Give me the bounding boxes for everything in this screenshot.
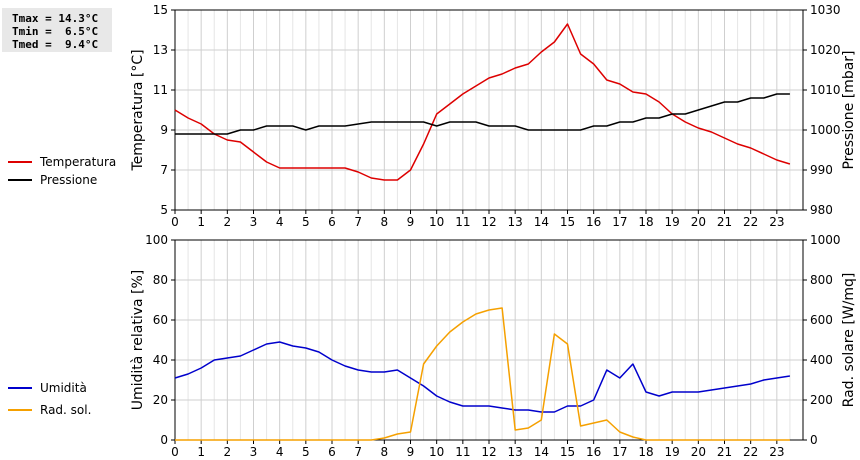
legend-label-temperatura: Temperatura <box>40 155 117 169</box>
x-tick-label: 23 <box>769 215 784 229</box>
x-tick-label: 15 <box>560 445 575 459</box>
legend-item-pressione: Pressione <box>8 172 97 188</box>
x-tick-label: 8 <box>381 445 389 459</box>
series-line-pressione <box>175 93 790 135</box>
y2-tick-label: 1000 <box>810 123 841 137</box>
legend-swatch-pressione <box>8 179 32 181</box>
x-tick-label: 21 <box>717 445 732 459</box>
legend-label-umidita: Umidità <box>40 381 87 395</box>
x-tick-label: 15 <box>560 215 575 229</box>
y2-axis-label: Pressione [mbar] <box>841 50 857 169</box>
legend-item-rad-sol: Rad. sol. <box>8 402 91 418</box>
y2-tick-label: 400 <box>810 353 833 367</box>
x-tick-label: 19 <box>665 445 680 459</box>
x-tick-label: 9 <box>407 445 415 459</box>
series-line-temperatura <box>174 23 791 181</box>
x-tick-label: 22 <box>743 445 758 459</box>
stat-tmax: Tmax = 14.3°C <box>12 12 99 25</box>
x-tick-label: 23 <box>769 445 784 459</box>
x-tick-label: 0 <box>171 215 179 229</box>
y2-tick-label: 1010 <box>810 83 841 97</box>
stat-tmed: Tmed = 9.4°C <box>12 38 99 51</box>
y-tick-label: 40 <box>153 353 168 367</box>
x-tick-label: 1 <box>197 215 205 229</box>
y-tick-label: 7 <box>160 163 168 177</box>
y2-tick-label: 600 <box>810 313 833 327</box>
x-tick-label: 4 <box>276 445 284 459</box>
x-tick-label: 2 <box>224 445 232 459</box>
x-tick-label: 18 <box>638 215 653 229</box>
x-tick-label: 13 <box>508 445 523 459</box>
x-tick-label: 10 <box>429 215 444 229</box>
x-tick-label: 20 <box>691 215 706 229</box>
x-tick-label: 2 <box>224 215 232 229</box>
x-tick-label: 17 <box>612 215 627 229</box>
legend-label-rad-sol: Rad. sol. <box>40 403 92 417</box>
x-tick-label: 20 <box>691 445 706 459</box>
x-tick-label: 3 <box>250 445 258 459</box>
y2-tick-label: 1030 <box>810 3 841 17</box>
legend-item-temperatura: Temperatura <box>8 154 116 170</box>
x-tick-label: 17 <box>612 445 627 459</box>
x-tick-label: 11 <box>455 445 470 459</box>
y-tick-label: 15 <box>153 3 168 17</box>
series-line-umidita <box>174 341 791 413</box>
y2-tick-label: 980 <box>810 203 833 217</box>
stat-tmin: Tmin = 6.5°C <box>12 25 99 38</box>
y-tick-label: 100 <box>145 233 168 247</box>
x-tick-label: 14 <box>534 445 549 459</box>
x-tick-label: 5 <box>302 445 310 459</box>
y-tick-label: 60 <box>153 313 168 327</box>
legend-swatch-umidita <box>8 387 32 389</box>
y-tick-label: 5 <box>160 203 168 217</box>
x-tick-label: 5 <box>302 215 310 229</box>
legend-swatch-rad-sol <box>8 409 32 411</box>
chart-humidity-radiation: 0 1 2 3 4 5 6 7 8 9 10 11 12 13 14 15 16 17 18 19 20 21 22 2302… <box>130 233 857 459</box>
x-tick-label: 16 <box>586 215 601 229</box>
x-tick-label: 4 <box>276 215 284 229</box>
legend-item-umidita: Umidità <box>8 380 87 396</box>
x-tick-label: 14 <box>534 215 549 229</box>
series-line-rad-sol <box>175 307 790 441</box>
x-tick-label: 9 <box>407 215 415 229</box>
x-tick-label: 1 <box>197 445 205 459</box>
y2-tick-label: 800 <box>810 273 833 287</box>
x-tick-label: 11 <box>455 215 470 229</box>
x-tick-label: 22 <box>743 215 758 229</box>
y-axis-label: Umidità relativa [%] <box>130 270 146 411</box>
y-tick-label: 9 <box>160 123 168 137</box>
legend-label-pressione: Pressione <box>40 173 98 187</box>
legend-swatch-temperatura <box>8 161 32 163</box>
x-tick-label: 12 <box>481 215 496 229</box>
x-tick-label: 6 <box>328 215 336 229</box>
x-tick-label: 0 <box>171 445 179 459</box>
y2-tick-label: 1000 <box>810 233 841 247</box>
x-tick-label: 10 <box>429 445 444 459</box>
x-tick-label: 6 <box>328 445 336 459</box>
y2-tick-label: 990 <box>810 163 833 177</box>
x-tick-label: 8 <box>381 215 389 229</box>
y2-tick-label: 0 <box>810 433 818 447</box>
y2-tick-label: 200 <box>810 393 833 407</box>
x-tick-label: 7 <box>354 445 362 459</box>
x-tick-label: 16 <box>586 445 601 459</box>
x-tick-label: 3 <box>250 215 258 229</box>
x-tick-label: 13 <box>508 215 523 229</box>
y-axis-label: Temperatura [°C] <box>130 49 146 171</box>
x-tick-label: 12 <box>481 445 496 459</box>
x-tick-label: 7 <box>354 215 362 229</box>
chart-temperature-pressure: 0 1 2 3 4 5 6 7 8 9 10 11 12 13 14 15 16 17 18 19 20 21 22 2357… <box>130 3 857 229</box>
y-tick-label: 11 <box>153 83 168 97</box>
y-tick-label: 20 <box>153 393 168 407</box>
y2-axis-label: Rad. solare [W/mq] <box>841 273 857 408</box>
x-tick-label: 21 <box>717 215 732 229</box>
y2-tick-label: 1020 <box>810 43 841 57</box>
x-tick-label: 18 <box>638 445 653 459</box>
y-tick-label: 13 <box>153 43 168 57</box>
stats-box: Tmax = 14.3°C Tmin = 6.5°C Tmed = 9.4°C <box>2 8 112 52</box>
y-tick-label: 0 <box>160 433 168 447</box>
x-tick-label: 19 <box>665 215 680 229</box>
y-tick-label: 80 <box>153 273 168 287</box>
